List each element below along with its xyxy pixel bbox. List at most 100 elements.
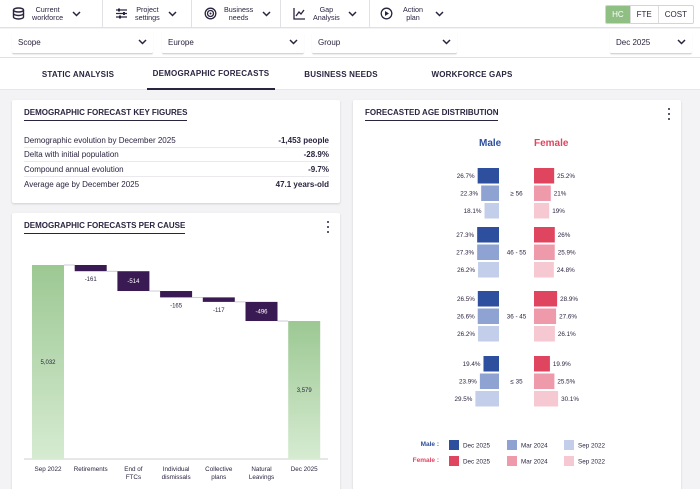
chevron-down-icon: [168, 9, 178, 19]
age-group-label: ≥ 56: [510, 190, 523, 197]
chevron-down-icon: [348, 9, 358, 19]
region-value: Europe: [168, 38, 194, 47]
male-bar: [483, 356, 499, 372]
male-value-label: 18.1%: [464, 208, 482, 215]
more-options-icon[interactable]: [665, 108, 673, 120]
waterfall-bar: [32, 265, 64, 459]
male-value-label: 27.3%: [456, 232, 474, 239]
waterfall-bar: [202, 297, 235, 302]
play-icon: [380, 6, 393, 22]
male-bar: [478, 262, 499, 278]
chevron-down-icon: [677, 38, 686, 47]
bar-value-label: -496: [255, 309, 268, 315]
male-value-label: 26.6%: [457, 313, 475, 320]
male-value-label: 26.2%: [457, 331, 475, 338]
male-bar: [481, 185, 499, 201]
scope-select[interactable]: Scope: [12, 32, 153, 54]
group-select[interactable]: Group: [312, 32, 457, 54]
category-label: Leavings: [249, 474, 274, 481]
male-bar: [479, 373, 499, 389]
waterfall-bar: [245, 301, 278, 322]
nav-action-plan[interactable]: Action plan: [370, 0, 452, 28]
chart-icon: [291, 6, 307, 22]
nav-gap-analysis[interactable]: Gap Analysis: [281, 0, 370, 28]
legend-swatch: [449, 440, 459, 450]
age-group-label: ≤ 35: [510, 378, 523, 385]
nav-project-settings[interactable]: Project settings: [103, 0, 192, 28]
legend-swatch: [449, 456, 459, 466]
tab-workforce-gaps[interactable]: WORKFORCE GAPS: [431, 69, 513, 79]
female-value-label: 19%: [552, 208, 565, 215]
tab-business-needs[interactable]: BUSINESS NEEDS: [304, 69, 378, 79]
key-figure-row: Compound annual evolution -9.7%: [24, 163, 329, 177]
male-bar: [477, 227, 499, 243]
age-group-label: 36 - 45: [507, 313, 527, 320]
tab-bar: STATIC ANALYSIS DEMOGRAPHIC FORECASTS BU…: [0, 58, 700, 90]
female-bar: [534, 373, 555, 389]
bar-value-label: 3,579: [297, 388, 313, 394]
bar-value-label: -514: [127, 279, 140, 285]
toggle-fte[interactable]: FTE: [629, 6, 658, 23]
female-bar: [534, 168, 555, 184]
legend-period-label: Dec 2025: [463, 443, 490, 450]
legend-period-label: Sep 2022: [578, 443, 605, 450]
nav-current-workforce[interactable]: Current workforce: [0, 0, 103, 28]
nav-label: Business needs: [224, 4, 254, 22]
female-value-label: 28.9%: [560, 296, 578, 303]
bar-value-label: -161: [85, 277, 98, 283]
chevron-down-icon: [71, 9, 81, 19]
nav-label: Project settings: [135, 4, 160, 22]
male-value-label: 26.5%: [457, 296, 475, 303]
female-bar: [534, 262, 554, 278]
group-value: Group: [318, 38, 341, 47]
nav-business-needs[interactable]: Business needs: [192, 0, 281, 28]
nav-label: Current workforce: [32, 4, 64, 22]
forecast-per-cause-title: DEMOGRAPHIC FORECASTS PER CAUSE: [24, 221, 186, 234]
age-distribution-title: FORECASTED AGE DISTRIBUTION: [365, 108, 499, 121]
category-label: FTCs: [126, 474, 141, 481]
legend-swatch: [507, 440, 517, 450]
category-label: Dec 2025: [291, 466, 318, 473]
tab-demographic-forecasts[interactable]: DEMOGRAPHIC FORECASTS: [147, 58, 275, 90]
bar-value-label: 5,032: [40, 360, 56, 366]
female-bar: [534, 227, 555, 243]
male-bar: [477, 291, 499, 307]
male-bar: [484, 203, 499, 219]
waterfall-bar: [160, 291, 193, 298]
scope-value: Scope: [18, 38, 41, 47]
legend-period-label: Dec 2025: [463, 459, 490, 466]
male-value-label: 29.5%: [455, 396, 473, 403]
category-label: dismissals: [162, 474, 191, 481]
female-bar: [534, 244, 555, 260]
male-bar: [477, 308, 499, 324]
female-value-label: 30.1%: [561, 396, 579, 403]
category-label: Retirements: [74, 466, 108, 473]
female-header: Female: [534, 138, 569, 149]
region-select[interactable]: Europe: [162, 32, 304, 54]
female-bar: [534, 356, 550, 372]
legend-female-label: Female :: [413, 457, 439, 464]
male-value-label: 19.4%: [463, 361, 481, 368]
male-bar: [477, 244, 499, 260]
date-select[interactable]: Dec 2025: [610, 32, 692, 54]
key-figure-row: Average age by December 2025 47.1 years-…: [24, 177, 329, 191]
male-value-label: 26.7%: [457, 173, 475, 180]
female-value-label: 26%: [558, 232, 571, 239]
female-value-label: 26.1%: [558, 331, 576, 338]
age-distribution-chart: 26.7% 25.2% 22.3% 21% 18.1% 19% ≥ 56 27.3% 26% 27…: [413, 168, 605, 466]
female-bar: [534, 391, 559, 407]
female-value-label: 21%: [554, 190, 567, 197]
toggle-hc[interactable]: HC: [606, 6, 630, 23]
tab-static-analysis[interactable]: STATIC ANALYSIS: [41, 69, 115, 79]
forecast-per-cause-card: DEMOGRAPHIC FORECASTS PER CAUSE 5,032 Sep…: [12, 213, 340, 489]
key-figure-label: Compound annual evolution: [24, 165, 124, 174]
toggle-cost[interactable]: COST: [657, 6, 693, 23]
bar-value-label: -117: [213, 308, 225, 314]
filter-bar: Scope Europe Group Dec 2025: [0, 29, 700, 58]
male-bar: [475, 391, 499, 407]
database-icon: [10, 6, 26, 22]
chevron-down-icon: [138, 38, 147, 47]
male-value-label: 22.3%: [460, 190, 478, 197]
legend-period-label: Sep 2022: [578, 459, 605, 466]
more-options-icon[interactable]: [324, 221, 332, 233]
